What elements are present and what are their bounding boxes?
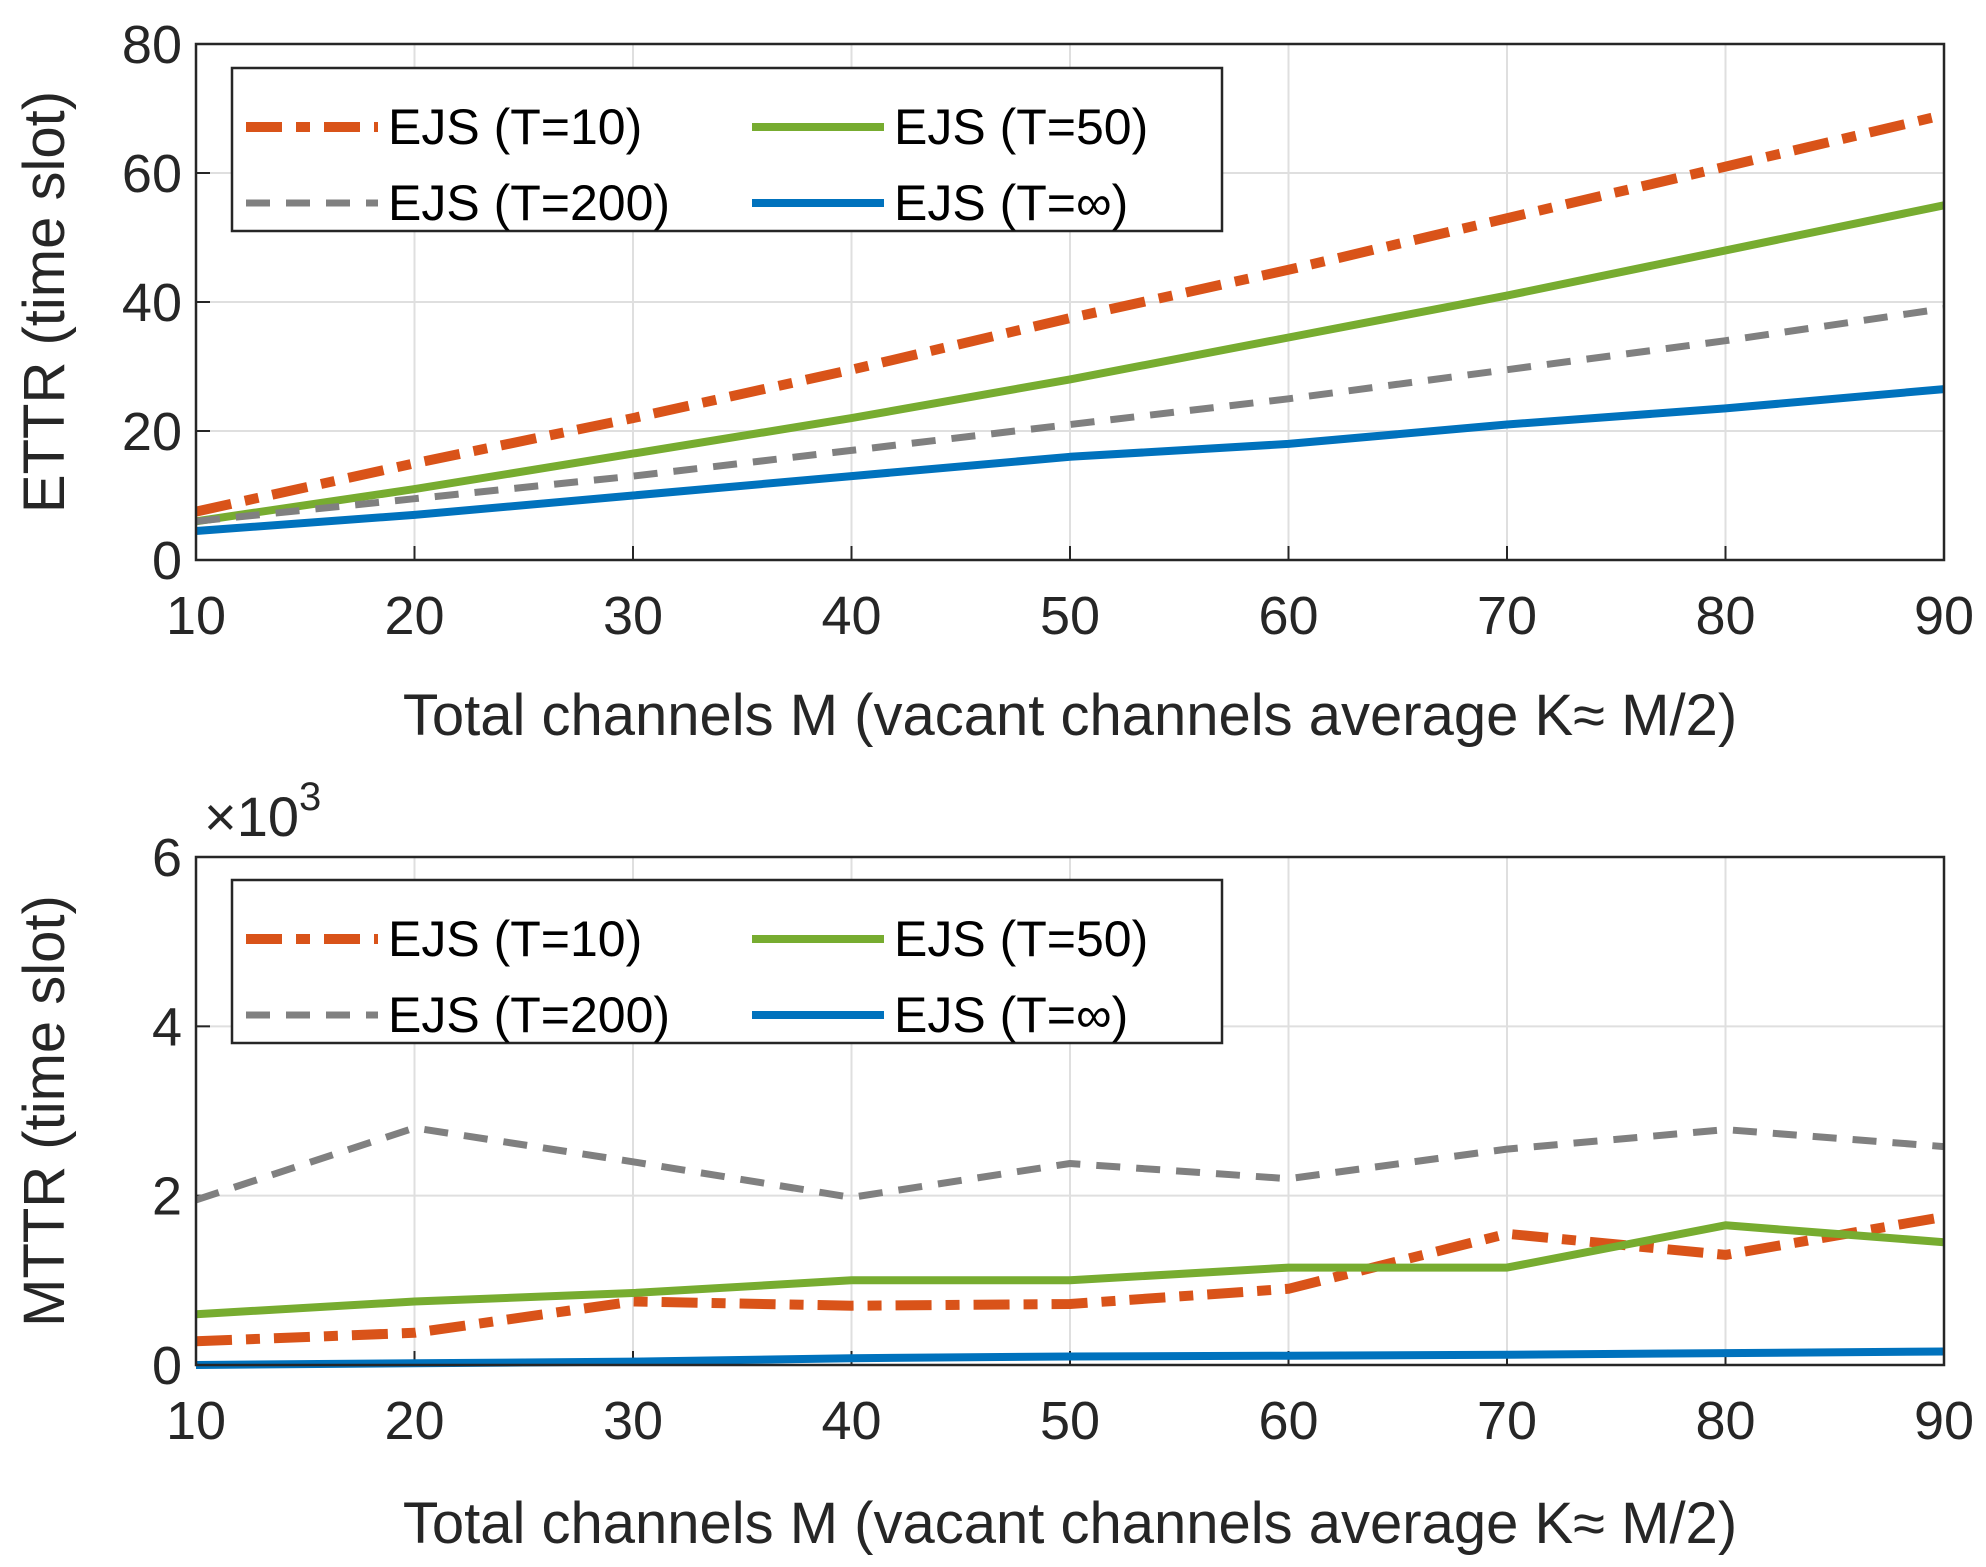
bot-x-tick-label: 60	[1258, 1391, 1318, 1451]
bot-y-tick-label: 4	[152, 997, 182, 1057]
bottom-y-multiplier: ×103	[204, 775, 321, 848]
bot-legend-box	[230, 878, 1224, 1045]
top-x-tick-label: 30	[603, 586, 663, 646]
top-x-axis-title: Total channels M (vacant channels averag…	[403, 683, 1737, 748]
top-y-tick-label: 0	[152, 531, 182, 591]
top-series-line	[195, 385, 1945, 535]
bottom-y-axis-title: MTTR (time slot)	[12, 895, 77, 1327]
top-series-line	[195, 305, 1945, 525]
bot-y-tick-label: 0	[152, 1336, 182, 1396]
bottom-chart: 10 20 30 40 50 60 70 80 90 0 2 4 6 ×103 Total channe…	[12, 775, 1974, 1556]
top-y-tick-label: 60	[122, 144, 182, 204]
bot-series-line	[195, 1221, 1945, 1319]
bot-x-tick-label: 90	[1914, 1391, 1974, 1451]
bot-x-tick-label: 50	[1040, 1391, 1100, 1451]
top-x-tick-label: 10	[166, 586, 226, 646]
bot-y-tick-label: 2	[152, 1167, 182, 1227]
bot-series-line	[194, 1124, 1945, 1204]
top-legend-label: EJS (T=∞)	[894, 175, 1128, 231]
bottom-legend: EJS (T=10) EJS (T=50) EJS (T=200) EJS (T=∞)	[230, 878, 1224, 1045]
top-y-tick-label: 20	[122, 402, 182, 462]
top-x-tick-label: 50	[1040, 586, 1100, 646]
top-legend-box	[230, 66, 1224, 233]
bot-x-tick-label: 70	[1477, 1391, 1537, 1451]
top-y-tick-label: 40	[122, 273, 182, 333]
bot-x-tick-label: 20	[384, 1391, 444, 1451]
top-x-tick-label: 20	[384, 586, 444, 646]
top-legend-label: EJS (T=200)	[388, 175, 670, 231]
bottom-x-axis-title: Total channels M (vacant channels averag…	[403, 1491, 1737, 1556]
bot-legend-label: EJS (T=50)	[894, 911, 1148, 967]
top-series-line	[194, 110, 1946, 517]
top-chart: 10 20 30 40 50 60 70 80 90 0 20 40 60 80 Total channe…	[12, 15, 1974, 748]
top-x-tick-label: 70	[1477, 586, 1537, 646]
top-tick-labels: 10 20 30 40 50 60 70 80 90 0 20 40 60 80	[122, 15, 1974, 646]
top-legend: EJS (T=10) EJS (T=50) EJS (T=200) EJS (T=∞)	[230, 66, 1224, 233]
bot-x-tick-label: 30	[603, 1391, 663, 1451]
top-x-tick-label: 80	[1695, 586, 1755, 646]
top-series-line	[195, 201, 1945, 526]
bot-legend-label: EJS (T=∞)	[894, 987, 1128, 1043]
top-y-tick-label: 80	[122, 15, 182, 75]
bottom-plot-frame	[194, 855, 1946, 1367]
bot-x-tick-label: 80	[1695, 1391, 1755, 1451]
top-series	[194, 110, 1946, 535]
bot-x-tick-label: 10	[166, 1391, 226, 1451]
bot-legend-label: EJS (T=200)	[388, 987, 670, 1043]
top-legend-label: EJS (T=50)	[894, 99, 1148, 155]
bottom-series	[194, 1124, 1945, 1369]
top-legend-label: EJS (T=10)	[388, 99, 642, 155]
bot-y-tick-label: 6	[152, 828, 182, 888]
top-x-tick-label: 90	[1914, 586, 1974, 646]
top-plot-frame	[194, 42, 1946, 562]
top-x-tick-label: 60	[1258, 586, 1318, 646]
bottom-tick-labels: 10 20 30 40 50 60 70 80 90 0 2 4 6	[152, 828, 1974, 1451]
top-x-tick-label: 40	[821, 586, 881, 646]
bot-series-line	[195, 1347, 1945, 1369]
top-y-axis-title: ETTR (time slot)	[12, 91, 77, 513]
bot-legend-label: EJS (T=10)	[388, 911, 642, 967]
bot-series-line	[195, 1211, 1945, 1347]
bot-x-tick-label: 40	[821, 1391, 881, 1451]
